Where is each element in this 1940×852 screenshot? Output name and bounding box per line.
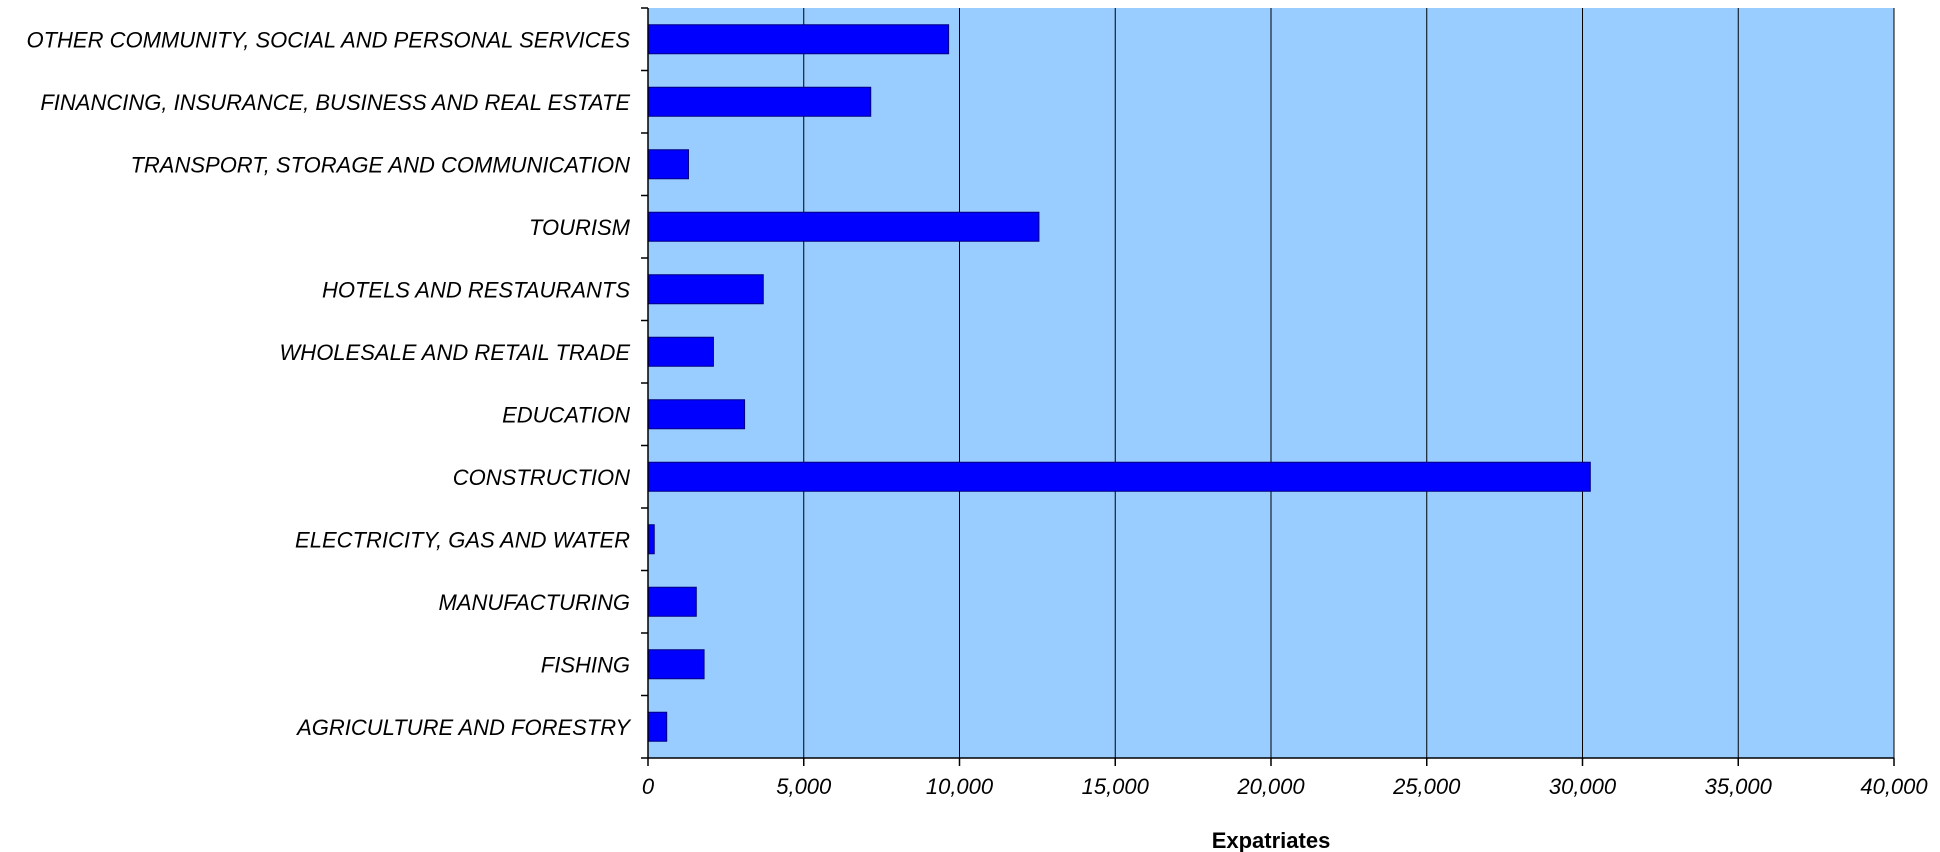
x-tick-label: 25,000 bbox=[1392, 774, 1461, 799]
x-tick-label: 40,000 bbox=[1860, 774, 1928, 799]
axes bbox=[641, 7, 1895, 766]
bar bbox=[647, 524, 655, 555]
bar bbox=[647, 274, 764, 305]
category-label: FISHING bbox=[541, 652, 630, 677]
category-label: MANUFACTURING bbox=[439, 590, 630, 615]
category-labels: OTHER COMMUNITY, SOCIAL AND PERSONAL SER… bbox=[26, 27, 631, 740]
x-tick-label: 0 bbox=[642, 774, 655, 799]
bars bbox=[647, 24, 1591, 742]
x-axis-title: Expatriates bbox=[1212, 828, 1331, 852]
gridlines bbox=[803, 8, 1895, 758]
category-label: FINANCING, INSURANCE, BUSINESS AND REAL … bbox=[40, 90, 630, 115]
bar bbox=[647, 586, 697, 617]
category-label: AGRICULTURE AND FORESTRY bbox=[295, 715, 631, 740]
category-label: ELECTRICITY, GAS AND WATER bbox=[295, 527, 630, 552]
bar bbox=[647, 24, 950, 55]
x-tick-label: 35,000 bbox=[1705, 774, 1773, 799]
category-label: HOTELS AND RESTAURANTS bbox=[322, 277, 630, 302]
bar bbox=[647, 649, 705, 680]
bar bbox=[647, 336, 714, 367]
bar bbox=[647, 86, 872, 117]
bar bbox=[647, 399, 746, 430]
category-label: EDUCATION bbox=[502, 402, 630, 427]
category-label: OTHER COMMUNITY, SOCIAL AND PERSONAL SER… bbox=[26, 27, 630, 52]
x-tick-label: 15,000 bbox=[1082, 774, 1150, 799]
bar bbox=[647, 149, 689, 180]
bar bbox=[647, 211, 1040, 242]
x-tick-label: 10,000 bbox=[926, 774, 994, 799]
x-tick-labels: 0 5,000 10,000 15,000 20,000 25,000 30,000 35,0… bbox=[642, 774, 1929, 799]
category-label: WHOLESALE AND RETAIL TRADE bbox=[280, 340, 631, 365]
x-tick-label: 30,000 bbox=[1549, 774, 1617, 799]
x-tick-label: 5,000 bbox=[776, 774, 832, 799]
x-tick-label: 20,000 bbox=[1236, 774, 1305, 799]
category-label: TRANSPORT, STORAGE AND COMMUNICATION bbox=[130, 152, 630, 177]
bar bbox=[647, 461, 1591, 492]
category-label: CONSTRUCTION bbox=[453, 465, 630, 490]
category-label: TOURISM bbox=[529, 215, 631, 240]
bar bbox=[647, 711, 668, 742]
